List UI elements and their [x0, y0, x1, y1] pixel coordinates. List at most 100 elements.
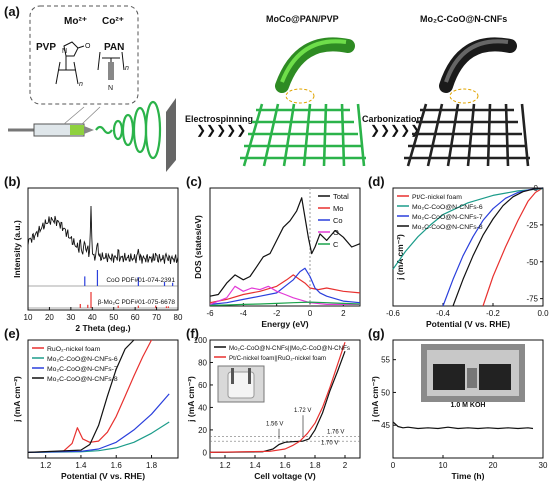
x-tick-label: 60: [131, 313, 140, 322]
y-tick-label: 55: [381, 356, 390, 365]
x-tick-label: 0.0: [537, 309, 549, 318]
panel-label-d: (d): [368, 174, 385, 189]
x-tick-label: 70: [152, 313, 161, 322]
x-tick-label: 1.8: [309, 461, 321, 470]
x-tick-label: 0: [308, 309, 313, 318]
reference-label: CoO PDF#01-074-2391: [106, 277, 175, 284]
pan-subscript: n: [125, 65, 129, 72]
x-tick-label: 40: [88, 313, 97, 322]
stability-curve: [392, 421, 534, 430]
x-tick-label: 2: [341, 309, 346, 318]
her-curve: [482, 187, 544, 307]
plot-frame: [27, 339, 179, 459]
y-tick-label: 50: [381, 388, 390, 397]
zoom-line: [63, 106, 85, 125]
x-tick-label: 10: [439, 461, 448, 470]
her-curve: [452, 187, 544, 307]
legend-entry: Pt/C-nickel foam: [412, 194, 462, 201]
electrode-icon: [248, 368, 251, 384]
y-tick-label: 60: [198, 381, 207, 390]
pan-n-atom: N: [108, 85, 113, 92]
x-tick-label: 1.2: [40, 461, 52, 470]
x-tick-label: 30: [539, 461, 548, 470]
x-axis-label: Potential (V vs. RHE): [61, 471, 145, 481]
zoom-circle: [449, 88, 479, 104]
y-axis-label: j (mA cm⁻²): [12, 376, 22, 423]
y-tick-label: 0: [203, 448, 208, 457]
legend-entry: Total: [333, 192, 349, 201]
electrospray-jet-icon: [95, 100, 162, 160]
fiber-highlight: [444, 39, 509, 83]
oer-curve: [27, 393, 170, 453]
collector-plate: [166, 98, 176, 172]
oer-curve: [27, 339, 153, 453]
x-axis-label: 2 Theta (deg.): [75, 323, 130, 333]
legend-entry: C: [333, 240, 339, 249]
legend-entry: Mo₂C-CoO@N-CNFs||Mo₂C-CoO@N-CNFs: [229, 345, 350, 352]
x-tick-label: 20: [489, 461, 498, 470]
black-fiber-mat-icon: [404, 103, 530, 167]
x-tick-label: 50: [109, 313, 118, 322]
mo-ion: Mo²⁺: [64, 16, 87, 27]
panel-label-f: (f): [186, 326, 199, 341]
separator-icon: [467, 368, 477, 388]
x-tick-label: 1.8: [146, 461, 158, 470]
x-tick-label: -6: [206, 309, 214, 318]
x-tick-label: -0.6: [386, 309, 400, 318]
legend-entry: O: [333, 228, 339, 237]
x-tick-label: 1.4: [75, 461, 87, 470]
xrd-chart: CoO PDF#01-074-2391 β-Mo₂C PDF#01-075-667…: [12, 187, 183, 333]
electrolyte-label: 1.0 M KOH: [450, 402, 485, 409]
arrow-chevrons-1: ❯❯❯❯❯: [196, 123, 246, 137]
dos-series-c: [209, 301, 361, 306]
syringe-icon: [8, 123, 94, 137]
x-tick-label: 1.6: [111, 461, 123, 470]
legend-entry: Mo₂C-CoO@N-CNFs-6: [412, 204, 483, 211]
pan-label: PAN: [104, 42, 124, 53]
x-tick-label: 30: [66, 313, 75, 322]
cell-curve: [209, 342, 346, 453]
x-tick-label: -0.4: [436, 309, 450, 318]
arrow-chevrons-2: ❯❯❯❯❯: [370, 123, 420, 137]
legend-entry: RuO₂-nickel foam: [47, 346, 101, 353]
voltage-annotation: 1.72 V: [294, 408, 311, 414]
legend-entry: Mo₂C-CoO@N-CNFs-8: [412, 224, 483, 231]
panel-label-e: (e): [4, 326, 20, 341]
legend-entry: Mo: [333, 204, 343, 213]
pan-structure-icon: [97, 51, 125, 80]
dos-series-mo: [209, 274, 361, 304]
x-tick-label: 20: [45, 313, 54, 322]
legend-entry: Mo₂C-CoO@N-CNFs-7: [412, 214, 483, 221]
cell-curve: [209, 350, 346, 453]
pvp-subscript: n: [79, 81, 83, 88]
y-tick-label: 100: [194, 336, 208, 345]
x-tick-label: 10: [24, 313, 33, 322]
x-axis-label: Time (h): [452, 471, 485, 481]
carbonization-label: Carbonization: [362, 114, 422, 124]
x-axis-label: Cell voltage (V): [254, 471, 316, 481]
pvp-o-atom: O: [85, 43, 91, 50]
dos-series-o: [209, 285, 360, 305]
legend-entry: Co: [333, 216, 343, 225]
dos-series-total: [209, 197, 361, 297]
panel-label-c: (c): [186, 174, 202, 189]
product1-label: MoCo@PAN/PVP: [266, 14, 339, 24]
x-tick-label: 1.6: [279, 461, 291, 470]
electrospinning-label: Electrospinning: [185, 114, 253, 124]
x-tick-label: 1.4: [249, 461, 261, 470]
legend-entry: Mo₂C-CoO@N-CNFs-7: [47, 366, 118, 373]
product2-label: Mo₂C-CoO@N-CNFs: [420, 14, 507, 24]
x-tick-label: 0: [391, 461, 396, 470]
beaker-icon: [227, 371, 255, 399]
legend-entry: Mo₂C-CoO@N-CNFs-8: [47, 376, 118, 383]
dos-series-co: [209, 267, 361, 305]
x-axis-label: Potential (V vs. RHE): [426, 319, 510, 329]
precursor-box: [29, 5, 139, 105]
x-tick-label: -2: [273, 309, 281, 318]
xrd-pattern: [27, 205, 179, 265]
pvp-structure-icon: [55, 41, 85, 85]
her-curve: [392, 188, 544, 270]
